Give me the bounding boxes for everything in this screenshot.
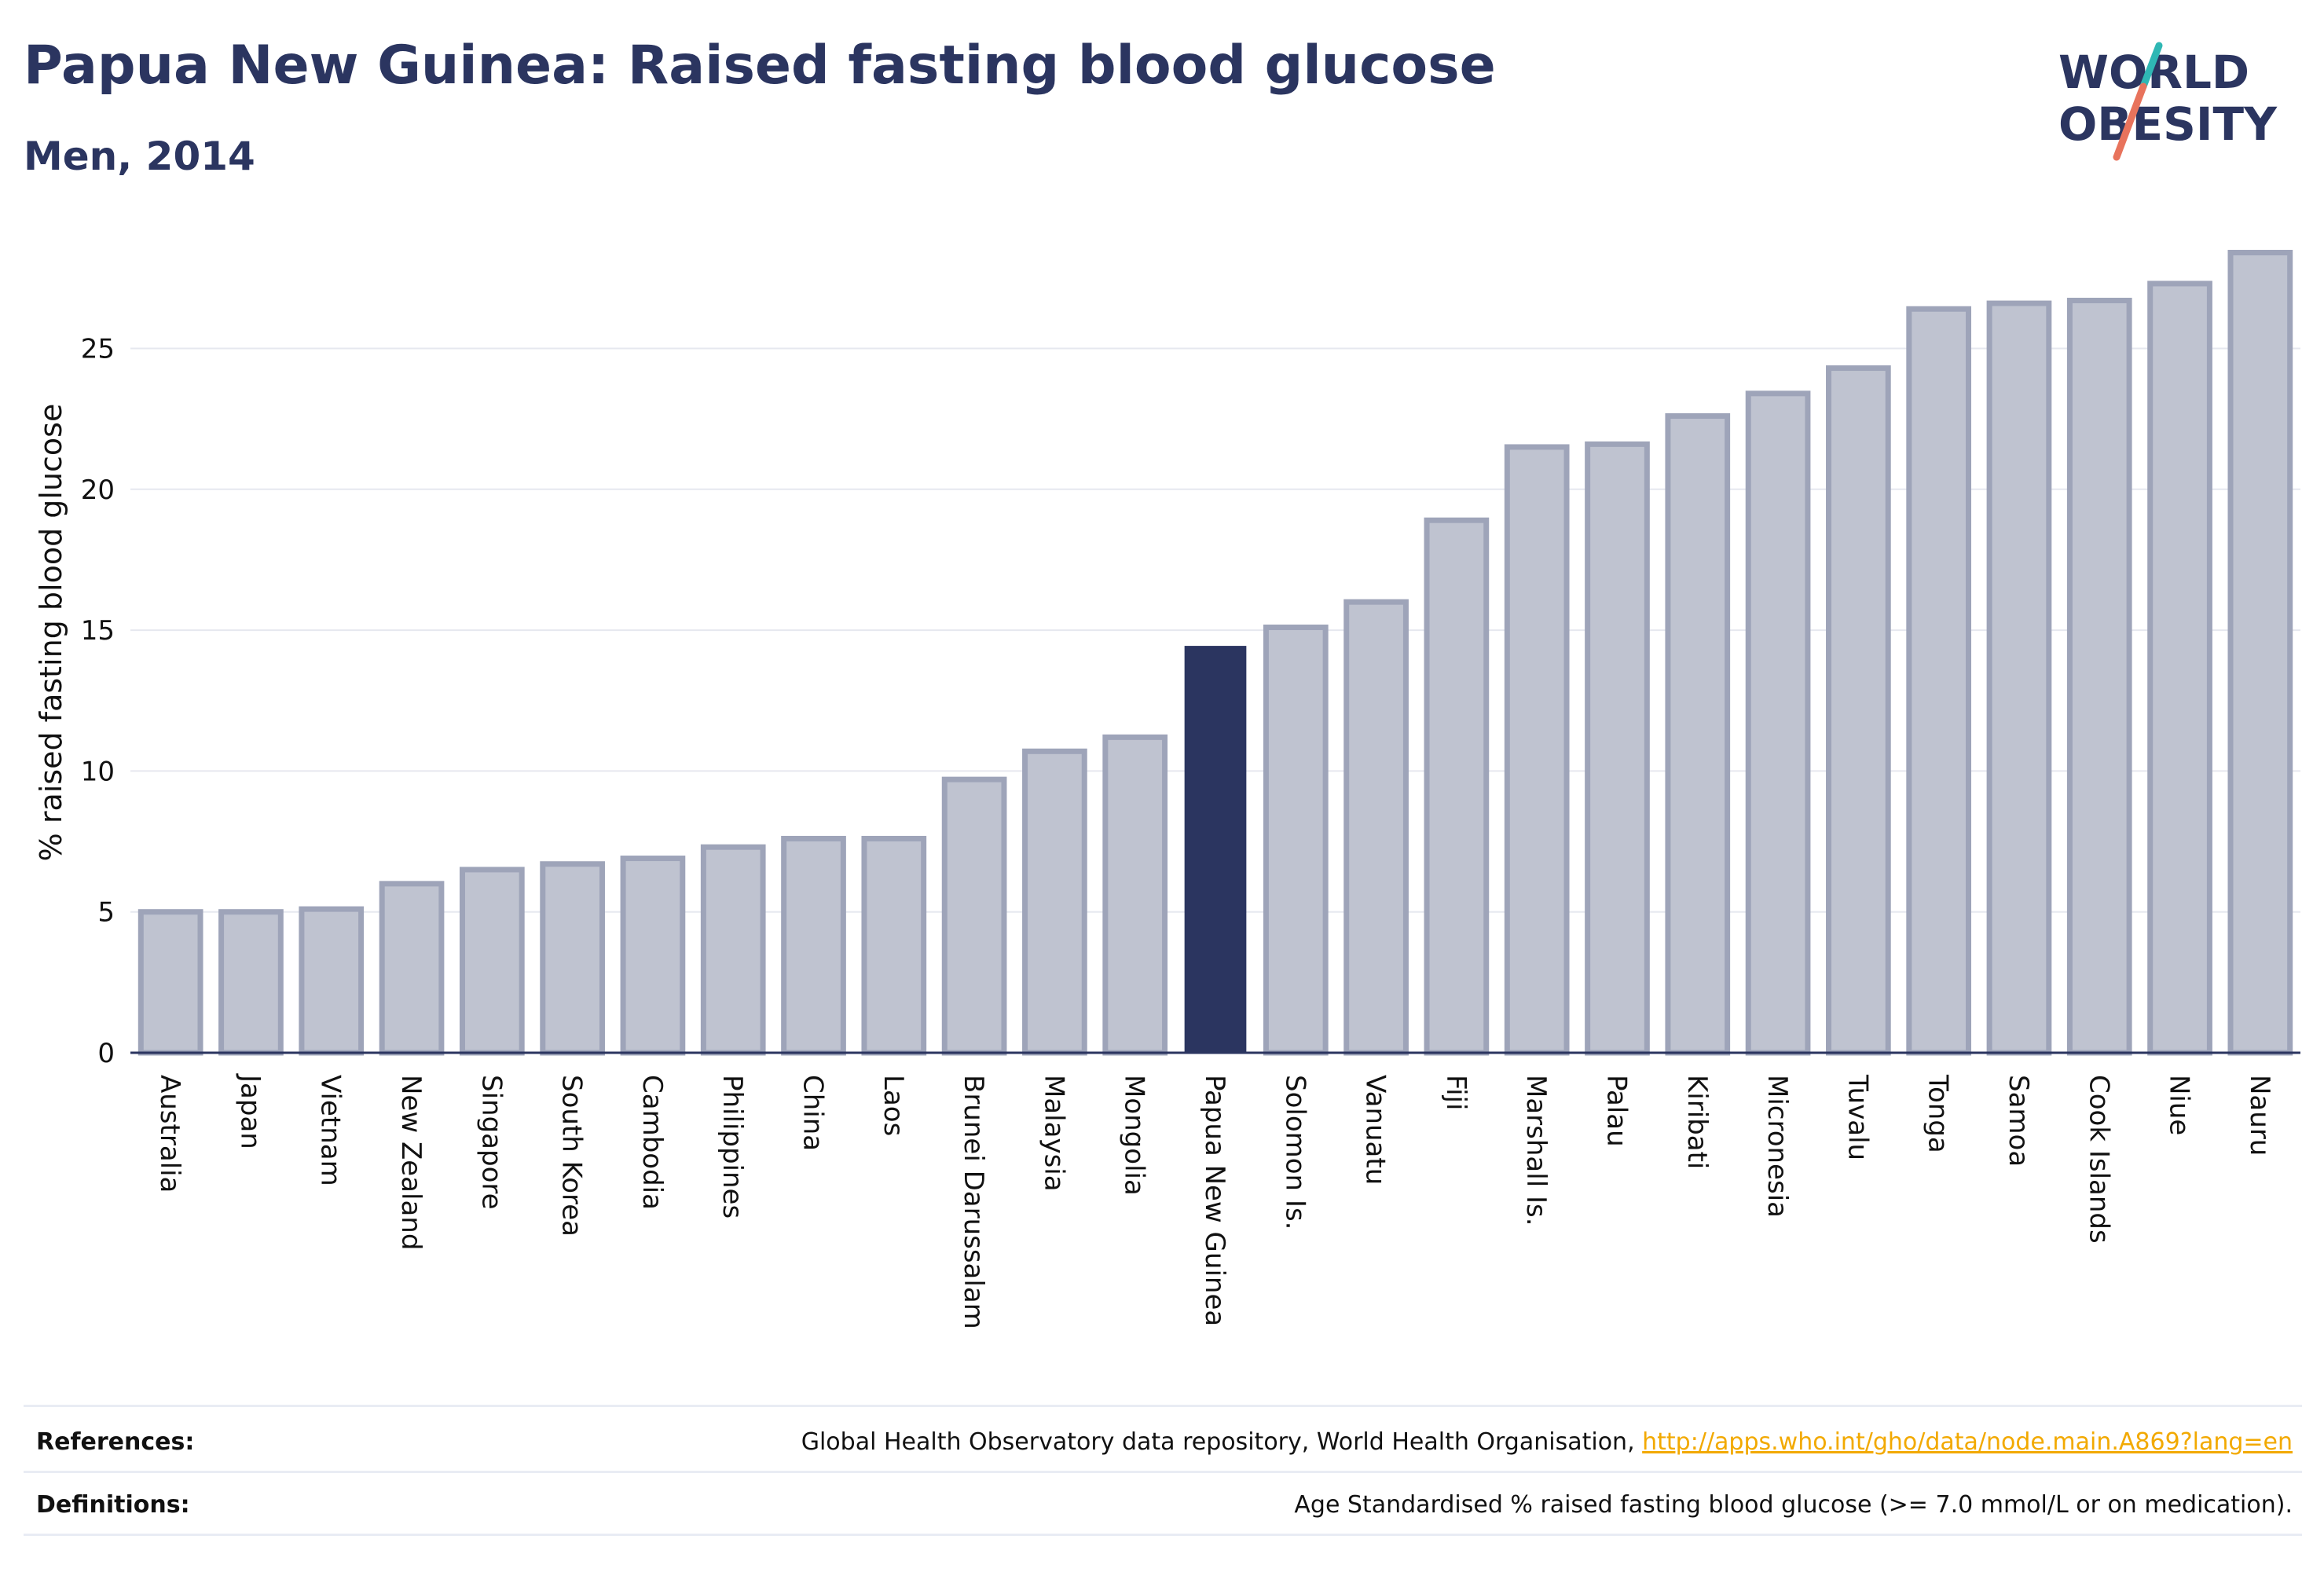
bar[interactable] — [137, 909, 203, 1056]
bar[interactable] — [2227, 250, 2293, 1056]
x-tick-label: Laos — [878, 1075, 909, 1136]
logo-slash-bottom — [2113, 82, 2147, 161]
bar[interactable] — [540, 861, 605, 1056]
x-tick-label: Vietnam — [315, 1075, 346, 1186]
bar[interactable] — [1424, 517, 1490, 1056]
logo-slash-top — [2139, 42, 2163, 90]
y-axis-label: % raised fasting blood glucose — [34, 404, 68, 862]
bar[interactable] — [700, 844, 766, 1056]
bar[interactable] — [861, 835, 927, 1056]
y-tick-label: 5 — [97, 897, 115, 929]
bar[interactable] — [1102, 734, 1168, 1056]
y-tick-label: 15 — [81, 615, 115, 647]
bar-chart: 0 5 10 15 20 25 Australia Japan Vietnam New Zeal… — [34, 250, 2300, 1329]
x-tick-label: Marshall Is. — [1520, 1075, 1552, 1226]
x-tick-label: Solomon Is. — [1279, 1075, 1310, 1230]
x-tick-label: Cook Islands — [2083, 1075, 2114, 1244]
bar[interactable] — [299, 906, 365, 1056]
x-tick-label: Kiribati — [1681, 1075, 1713, 1169]
bar[interactable] — [941, 776, 1007, 1056]
footer-divider-top — [24, 1405, 2302, 1407]
x-tick-label: Papua New Guinea — [1199, 1075, 1230, 1326]
references-label: References: — [36, 1428, 195, 1456]
bar[interactable] — [218, 909, 284, 1056]
bar[interactable] — [1585, 441, 1650, 1056]
logo-line2: OBESITY — [2058, 97, 2278, 151]
bar[interactable] — [1745, 390, 1811, 1056]
x-tick-labels: Australia Japan Vietnam New Zealand Singapor… — [154, 1073, 2275, 1329]
bar[interactable] — [379, 881, 445, 1056]
x-tick-label: Fiji — [1440, 1075, 1472, 1110]
bars — [130, 250, 2300, 1056]
chart-subtitle: Men, 2014 — [24, 134, 255, 179]
bar[interactable] — [1263, 624, 1329, 1056]
bar[interactable] — [1504, 444, 1570, 1056]
x-tick-label: Brunei Darussalam — [958, 1075, 989, 1329]
x-tick-label: New Zealand — [395, 1075, 427, 1250]
x-tick-label: China — [797, 1075, 829, 1151]
x-tick-label: Cambodia — [636, 1075, 668, 1210]
x-tick-label: Australia — [154, 1075, 185, 1193]
chart-title: Papua New Guinea: Raised fasting blood g… — [24, 35, 1496, 97]
x-tick-label: Tonga — [1923, 1074, 1954, 1153]
x-tick-label: Nauru — [2244, 1075, 2275, 1156]
bar[interactable] — [1826, 365, 1891, 1056]
bar[interactable] — [1343, 599, 1409, 1056]
bar[interactable] — [1022, 748, 1087, 1056]
x-tick-label: Niue — [2164, 1075, 2195, 1135]
y-tick-label: 20 — [81, 475, 115, 506]
references-source: Global Health Observatory data repositor… — [801, 1428, 1643, 1456]
bar[interactable] — [620, 856, 686, 1056]
bar[interactable] — [459, 867, 525, 1056]
y-tick-labels: 0 5 10 15 20 25 — [81, 333, 115, 1069]
bar[interactable] — [2066, 297, 2132, 1056]
world-obesity-logo[interactable]: WORLD OBESITY — [2043, 39, 2310, 173]
y-tick-label: 10 — [81, 756, 115, 787]
bar[interactable] — [1906, 306, 1972, 1056]
x-tick-label: Samoa — [2003, 1075, 2034, 1167]
x-tick-label: Mongolia — [1119, 1075, 1150, 1196]
footer-divider-bottom — [24, 1534, 2302, 1536]
x-tick-label: Palau — [1600, 1075, 1632, 1147]
x-tick-label: Micronesia — [1761, 1075, 1793, 1218]
definitions-text: Age Standardised % raised fasting blood … — [1294, 1491, 2293, 1519]
footer-divider-middle — [24, 1471, 2302, 1473]
bar[interactable] — [1184, 646, 1247, 1054]
x-tick-label: Vanuatu — [1360, 1075, 1391, 1185]
definitions-label: Definitions: — [36, 1491, 190, 1519]
x-tick-label: Singapore — [475, 1075, 507, 1210]
x-tick-label: Malaysia — [1038, 1075, 1069, 1192]
x-tick-label: Philippines — [717, 1075, 748, 1219]
references-text: Global Health Observatory data repositor… — [801, 1428, 2293, 1456]
y-tick-label: 25 — [81, 333, 115, 365]
x-tick-label: Japan — [234, 1073, 266, 1149]
references-link[interactable]: http://apps.who.int/gho/data/node.main.A… — [1642, 1428, 2293, 1456]
y-tick-label: 0 — [97, 1038, 115, 1069]
bar[interactable] — [2147, 280, 2212, 1056]
x-tick-label: Tuvalu — [1842, 1074, 1873, 1160]
bar[interactable] — [1986, 300, 2052, 1056]
x-tick-label: South Korea — [556, 1075, 588, 1237]
bar[interactable] — [1665, 413, 1731, 1056]
bar[interactable] — [781, 835, 846, 1056]
